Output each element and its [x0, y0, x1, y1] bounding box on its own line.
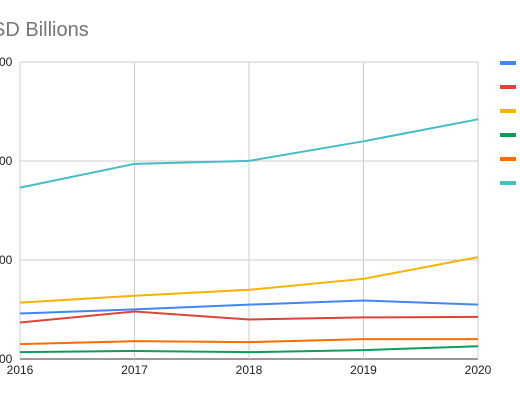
series-lines — [19, 118, 479, 354]
y-tick-label: 00 — [0, 352, 13, 366]
x-tick-label: 2020 — [465, 363, 492, 377]
legend-swatch-1 — [500, 61, 516, 65]
series-line-3 — [19, 256, 479, 304]
x-tick-label: 2017 — [121, 363, 148, 377]
gridlines — [19, 61, 479, 360]
chart-title: SD Billions — [0, 19, 89, 41]
x-tick-label: 2016 — [7, 363, 34, 377]
series-line-6 — [19, 118, 479, 189]
y-axis-ticks: 00 00 00 00 — [0, 55, 13, 366]
x-tick-label: 2018 — [236, 363, 263, 377]
series-line-2 — [19, 310, 479, 324]
legend-swatch-4 — [500, 133, 516, 137]
legend-swatch-5 — [500, 157, 516, 161]
y-tick-label: 00 — [0, 154, 13, 168]
x-tick-label: 2019 — [350, 363, 377, 377]
x-axis-ticks: 2016 2017 2018 2019 2020 — [7, 363, 492, 377]
legend — [500, 61, 516, 185]
legend-swatch-3 — [500, 109, 516, 113]
series-line-1 — [19, 299, 479, 315]
series-line-5 — [19, 338, 478, 346]
legend-swatch-2 — [500, 85, 516, 89]
legend-swatch-6 — [500, 181, 516, 185]
series-line-4 — [19, 345, 479, 354]
y-tick-label: 00 — [0, 253, 13, 267]
y-tick-label: 00 — [0, 55, 13, 69]
